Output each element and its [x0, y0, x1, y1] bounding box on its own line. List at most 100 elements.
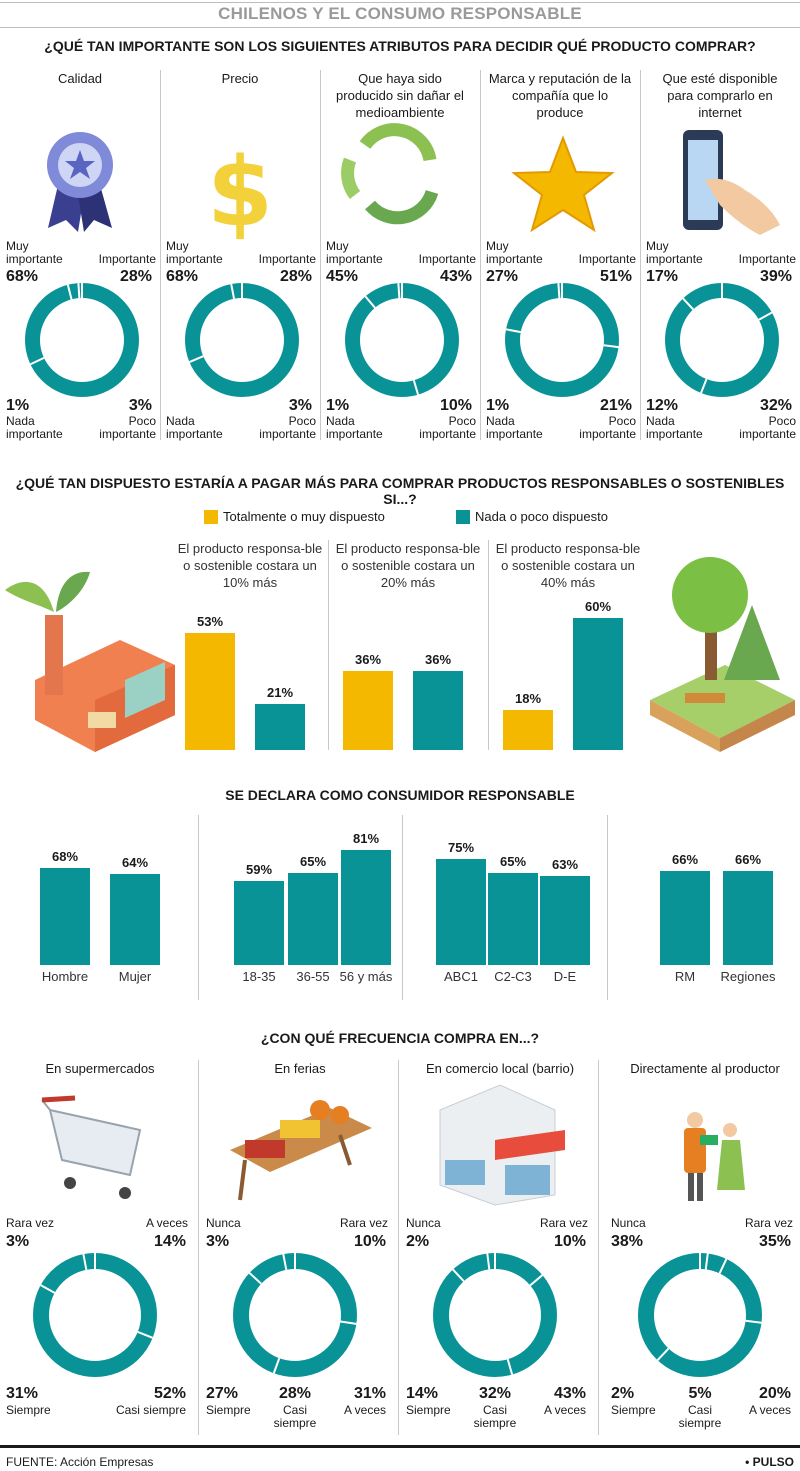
pct-top-left: 3%	[206, 1233, 230, 1250]
pct-importante: 39%	[759, 268, 792, 285]
willingness-value-yellow: 53%	[196, 614, 224, 630]
pct-muy-importante: 68%	[6, 268, 39, 285]
label-poco-importante: Poco importante	[419, 414, 476, 441]
section1-separator-3	[480, 70, 481, 440]
section4-separator-3	[598, 1060, 599, 1435]
attribute-title: Que esté disponible para comprarlo en in…	[662, 71, 778, 120]
importance-donut-0-slice-divider-1	[29, 356, 45, 366]
label-nada-importante: Nada importante	[326, 414, 383, 441]
frequency-donut-0-slice-divider-2	[137, 1331, 154, 1339]
consumer-bar-value: 75%	[447, 839, 475, 855]
pct-muy-importante: 27%	[486, 268, 519, 285]
pct-poco-importante: 3%	[288, 397, 312, 414]
pct-poco-importante: 21%	[599, 397, 632, 414]
willingness-value-yellow: 36%	[354, 651, 382, 667]
channel-title: En comercio local (barrio)	[425, 1061, 575, 1076]
label-importante: Importante	[418, 252, 476, 266]
consumer-bar-value: 59%	[245, 862, 273, 878]
willingness-bar-teal	[413, 670, 463, 750]
farmer-icon	[684, 1112, 745, 1201]
pct-bottom-middle: 28%	[278, 1385, 312, 1402]
label-nada-importante: Nada importante	[6, 414, 63, 441]
frequency-donut-2-slice-divider-3	[452, 1268, 465, 1282]
label-top-right: A veces	[145, 1216, 188, 1230]
frequency-donut-2-ring	[433, 1253, 557, 1377]
consumer-bar-category: 18-35	[242, 969, 276, 984]
section3-separator-2	[607, 815, 608, 1000]
label-nada-importante: Nada importante	[646, 414, 703, 441]
importance-donut-3-slice-divider-1	[603, 344, 619, 349]
consumer-bar-value: 65%	[299, 853, 327, 869]
pct-top-left: 3%	[6, 1233, 30, 1250]
pct-poco-importante: 3%	[128, 397, 152, 414]
pct-top-right: 10%	[353, 1233, 386, 1250]
section3-separator-0	[198, 815, 199, 1000]
pct-muy-importante: 68%	[166, 268, 199, 285]
importance-donut-0-ring	[25, 283, 139, 397]
label-bottom-left: Siempre	[406, 1403, 451, 1417]
importance-donut-2-slice-divider-3	[397, 283, 401, 299]
channel-title: En ferias	[274, 1061, 326, 1076]
label-top-right: Rara vez	[744, 1216, 793, 1230]
section4-separator-2	[398, 1060, 399, 1435]
willingness-bar-teal	[573, 618, 623, 750]
consumer-bar-category: RM	[674, 969, 696, 984]
consumer-bar-category: Mujer	[118, 969, 152, 984]
label-muy-importante: Muy importante	[646, 239, 703, 266]
importance-donut-0-slice-divider-2	[66, 284, 73, 300]
svg-text:$: $	[207, 138, 273, 248]
section2-heading: ¿QUÉ TAN DISPUESTO ESTARÍA A PAGAR MÁS P…	[15, 475, 785, 507]
attribute-title: Calidad	[57, 71, 103, 86]
footer-source: FUENTE: Acción Empresas	[6, 1455, 154, 1469]
label-bottom-right: Casi siempre	[115, 1403, 186, 1417]
label-poco-importante: Poco importante	[259, 414, 316, 441]
willingness-bar-teal	[255, 703, 305, 750]
label-bottom-middle: Casi siempre	[473, 1403, 517, 1430]
frequency-donut-3-slice-divider-4	[656, 1347, 670, 1361]
consumer-bar-value: 66%	[671, 852, 699, 868]
label-bottom-right: A veces	[748, 1403, 791, 1417]
section4-separator-1	[198, 1060, 199, 1435]
importance-donut-3-ring	[505, 283, 619, 397]
pct-muy-importante: 17%	[646, 268, 679, 285]
frequency-donut-0-ring	[33, 1253, 157, 1377]
label-top-right: Rara vez	[539, 1216, 588, 1230]
label-importante: Importante	[98, 252, 156, 266]
consumer-bar-value: 66%	[734, 852, 762, 868]
label-top-right: Rara vez	[339, 1216, 388, 1230]
importance-donut-1-ring	[185, 283, 299, 397]
importance-donut-4-slice-divider-3	[682, 297, 694, 311]
label-muy-importante: Muy importante	[326, 239, 383, 266]
frequency-donut-1-slice-divider-1	[340, 1320, 357, 1325]
section1-heading: ¿QUÉ TAN IMPORTANTE SON LOS SIGUIENTES A…	[44, 38, 756, 54]
pct-bottom-left: 27%	[206, 1385, 239, 1402]
importance-donut-3-slice-divider-2	[505, 328, 521, 334]
frequency-donut-1-ring	[233, 1253, 357, 1377]
consumer-bar	[288, 872, 338, 965]
label-importante: Importante	[578, 252, 636, 266]
frequency-donut-2-slice-divider-1	[529, 1274, 544, 1287]
label-muy-importante: Muy importante	[166, 239, 223, 266]
label-bottom-left: Siempre	[206, 1403, 251, 1417]
frequency-donut-3-slice-divider-3	[745, 1319, 762, 1324]
frequency-donut-1-slice-divider-4	[282, 1253, 288, 1271]
importance-donut-3-slice-divider-3	[557, 283, 561, 299]
pct-bottom-right: 20%	[758, 1385, 791, 1402]
channel-title: Directamente al productor	[630, 1061, 780, 1076]
pct-muy-importante: 45%	[326, 268, 359, 285]
label-top-left: Nunca	[406, 1216, 441, 1230]
scenario-title: El producto responsa-ble o sostenible co…	[177, 541, 323, 590]
legend-swatch-yellow	[204, 510, 218, 524]
willingness-value-teal: 21%	[266, 684, 294, 700]
section1-separator-1	[160, 70, 161, 440]
pct-nada-importante: 1%	[6, 397, 30, 414]
label-nada-importante: Nada importante	[166, 414, 223, 441]
consumer-bar	[540, 875, 590, 965]
label-bottom-left: Siempre	[611, 1403, 656, 1417]
consumer-bar	[234, 881, 284, 965]
legend-swatch-teal	[456, 510, 470, 524]
pct-bottom-left: 31%	[6, 1385, 39, 1402]
pct-top-right: 14%	[153, 1233, 186, 1250]
frequency-donut-0-slice-divider-3	[40, 1284, 56, 1294]
consumer-bar-value: 64%	[121, 855, 149, 871]
